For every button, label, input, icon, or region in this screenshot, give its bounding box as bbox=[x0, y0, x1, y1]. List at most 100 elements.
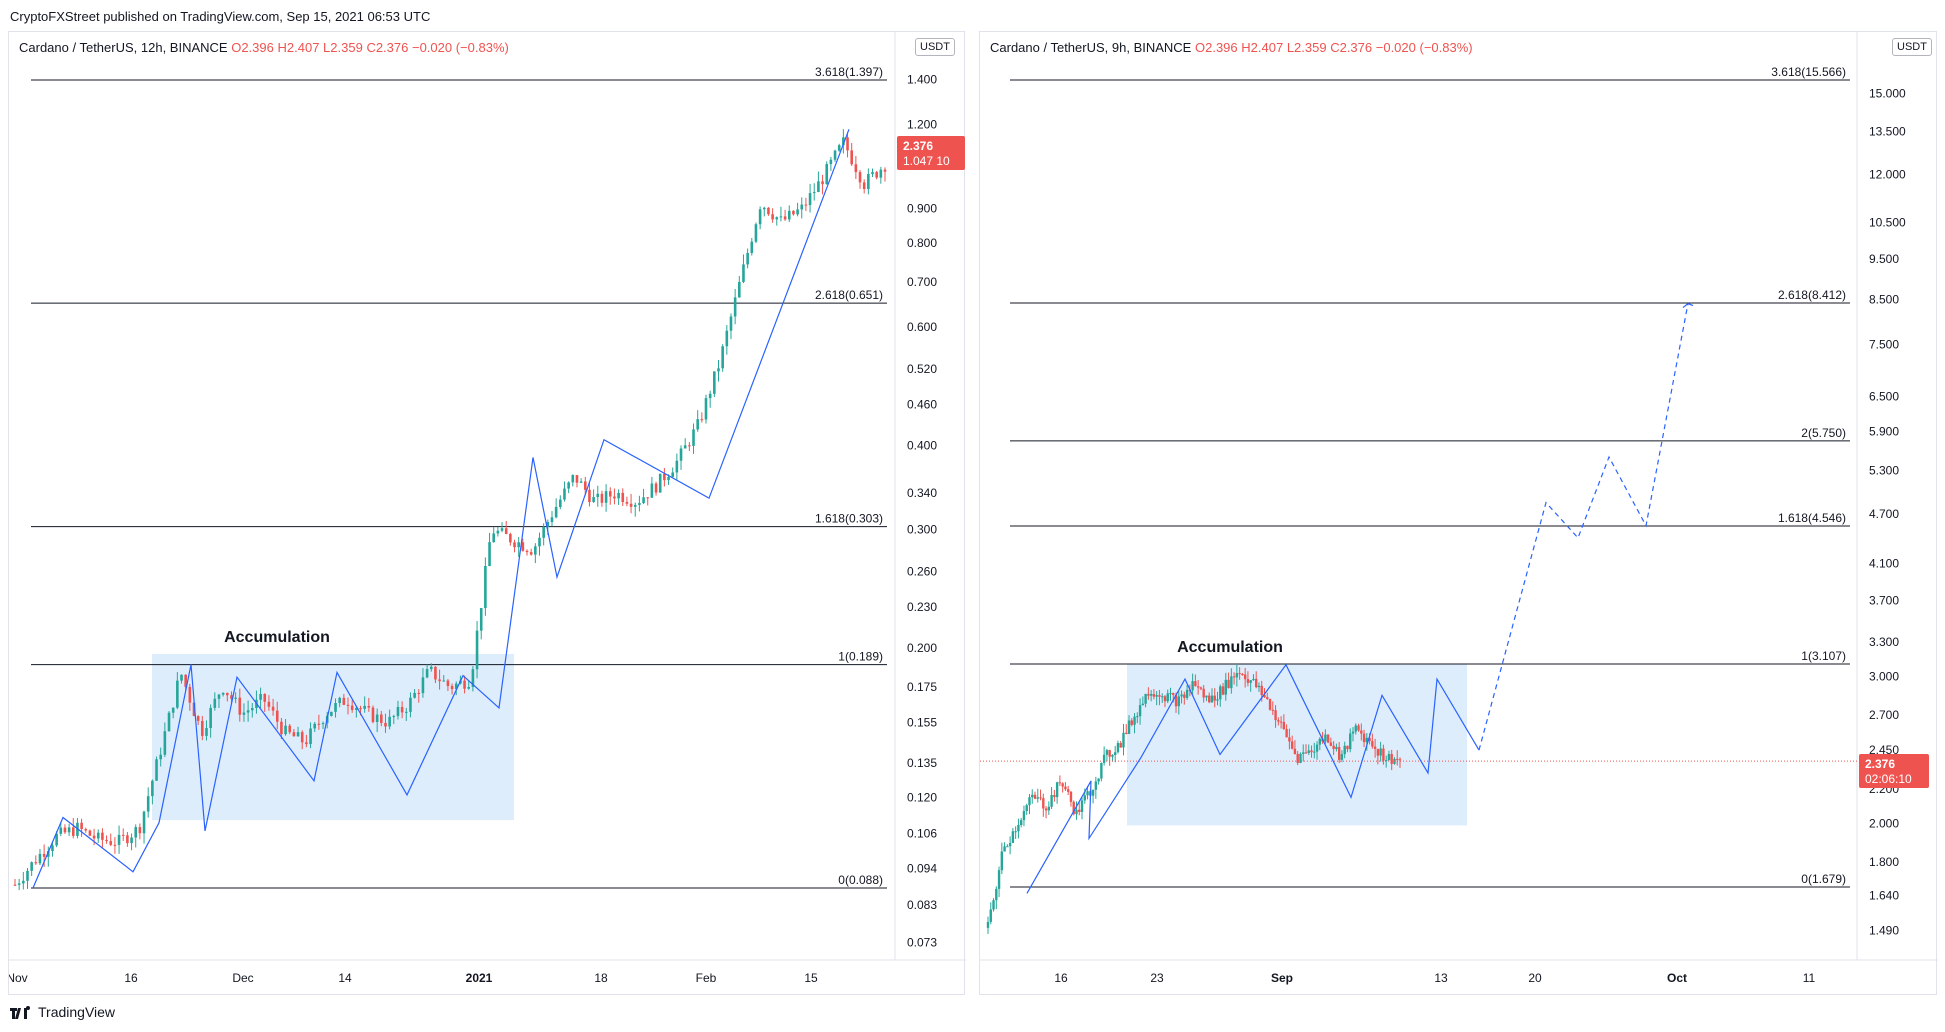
left-candle-body bbox=[758, 209, 762, 225]
left-candle-body bbox=[613, 496, 616, 499]
right-y-tick-label: 6.500 bbox=[1869, 389, 1899, 403]
right-candle-body bbox=[1136, 716, 1139, 718]
right-y-tick-label: 4.100 bbox=[1869, 556, 1899, 570]
right-candle-body bbox=[1055, 782, 1059, 798]
left-y-tick-label: 0.230 bbox=[907, 600, 937, 614]
left-candle-body bbox=[363, 705, 366, 709]
chart-right-9h[interactable]: 15.000 13.500 12.000 10.500 9.500 8.500 7.500 6… bbox=[979, 31, 1938, 996]
right-candle-body bbox=[1307, 750, 1310, 753]
right-candle-body bbox=[1221, 686, 1225, 695]
left-y-tick-label: 0.460 bbox=[907, 398, 937, 412]
left-candle-body bbox=[346, 704, 350, 706]
left-candle-body bbox=[92, 835, 96, 839]
right-candle-body bbox=[1252, 678, 1255, 681]
left-candle-body bbox=[205, 728, 208, 736]
right-candle-body bbox=[1125, 732, 1128, 734]
tradingview-brand[interactable]: TradingView bbox=[10, 1004, 115, 1020]
left-candle-body bbox=[829, 159, 833, 165]
right-y-tick-label: 3.700 bbox=[1869, 594, 1899, 608]
left-x-tick-label: 2021 bbox=[466, 971, 493, 985]
right-candle-body bbox=[1155, 695, 1158, 697]
left-y-tick-label: 0.200 bbox=[907, 641, 937, 655]
right-candle-body bbox=[1196, 686, 1200, 688]
right-candle-body bbox=[1177, 696, 1180, 707]
left-candle-body bbox=[130, 837, 133, 844]
left-candle-body bbox=[59, 827, 63, 834]
left-price-tag bbox=[897, 136, 965, 170]
right-candle-body bbox=[1144, 693, 1147, 704]
left-candle-body bbox=[388, 716, 391, 727]
left-candle-body bbox=[671, 472, 675, 477]
left-candle-body bbox=[625, 501, 629, 504]
right-symbol-label: Cardano / TetherUS, 9h, BINANCE bbox=[990, 40, 1192, 55]
left-candle-body bbox=[280, 721, 283, 735]
left-candle-body bbox=[746, 252, 749, 265]
left-candle-body bbox=[380, 714, 383, 723]
right-low: L2.359 bbox=[1286, 40, 1327, 55]
right-candle-body bbox=[1268, 699, 1272, 710]
left-candle-body bbox=[546, 522, 550, 527]
left-candle-body bbox=[721, 346, 724, 369]
right-candle-body bbox=[1216, 699, 1219, 701]
left-candle-body bbox=[492, 533, 496, 543]
left-change: −0.020 (−0.83%) bbox=[411, 40, 509, 55]
left-candle-body bbox=[196, 716, 200, 721]
chart-right-svg[interactable]: 15.000 13.500 12.000 10.500 9.500 8.500 7.500 6… bbox=[980, 32, 1938, 996]
right-x-tick-label: 23 bbox=[1150, 971, 1164, 985]
left-candle-body bbox=[775, 217, 779, 220]
left-candle-body bbox=[579, 481, 583, 483]
left-candle-body bbox=[521, 542, 525, 551]
right-wave-path bbox=[1026, 663, 1480, 894]
right-currency-button[interactable]: USDT bbox=[1892, 38, 1932, 56]
right-candle-body bbox=[1006, 846, 1009, 848]
right-candle-body bbox=[1387, 754, 1391, 761]
left-low: L2.359 bbox=[323, 40, 363, 55]
right-chart-header: Cardano / TetherUS, 9h, BINANCE O2.396 H… bbox=[990, 40, 1473, 55]
right-candle-body bbox=[1202, 688, 1205, 698]
right-y-tick-label: 7.500 bbox=[1869, 338, 1899, 352]
left-fib-level-label: 3.618(1.397) bbox=[815, 65, 883, 79]
left-candle-body bbox=[704, 398, 708, 420]
left-fib-level-label: 0(0.088) bbox=[838, 873, 883, 887]
left-candle-body bbox=[733, 297, 737, 317]
right-candle-body bbox=[1022, 811, 1026, 821]
left-currency-button[interactable]: USDT bbox=[915, 38, 955, 56]
left-candle-body bbox=[271, 706, 275, 711]
right-candle-body bbox=[1025, 805, 1028, 812]
right-candle-body bbox=[1003, 846, 1006, 852]
left-candle-body bbox=[604, 491, 608, 503]
right-candle-body bbox=[1161, 696, 1164, 698]
right-candle-body bbox=[1091, 789, 1095, 796]
left-candle-body bbox=[850, 150, 853, 165]
right-candle-body bbox=[1285, 729, 1288, 738]
left-candle-body bbox=[296, 732, 300, 737]
left-candle-body bbox=[117, 834, 121, 845]
left-candle-body bbox=[55, 833, 58, 846]
right-x-tick-label: Sep bbox=[1271, 971, 1293, 985]
left-x-tick-label: 16 bbox=[124, 971, 138, 985]
right-y-tick-label: 13.500 bbox=[1869, 125, 1906, 139]
chart-left-12h[interactable]: 1.400 1.200 0.900 0.800 0.700 0.600 0.520 0.460… bbox=[8, 31, 966, 996]
left-candle-body bbox=[246, 710, 250, 713]
right-candle-body bbox=[1271, 709, 1275, 711]
left-candle-body bbox=[17, 883, 21, 885]
right-candle-body bbox=[1274, 710, 1277, 721]
right-price-tag-sub: 02:06:10 bbox=[1865, 772, 1912, 786]
left-candle-body bbox=[713, 371, 716, 394]
right-candle-body bbox=[1185, 689, 1189, 698]
right-candle-body bbox=[1346, 745, 1349, 750]
right-candle-body bbox=[1230, 676, 1233, 689]
chart-left-svg[interactable]: 1.400 1.200 0.900 0.800 0.700 0.600 0.520 0.460… bbox=[9, 32, 966, 996]
right-fib-level-label: 2(5.750) bbox=[1801, 426, 1846, 440]
left-candle-body bbox=[155, 759, 158, 781]
right-candle-body bbox=[1205, 695, 1208, 698]
right-candle-body bbox=[1232, 676, 1236, 678]
right-candle-body bbox=[1371, 741, 1374, 747]
right-candle-body bbox=[1053, 795, 1056, 798]
left-candle-body bbox=[151, 780, 154, 797]
left-candle-body bbox=[688, 445, 691, 447]
left-candle-body bbox=[575, 475, 579, 483]
left-x-tick-label: 14 bbox=[338, 971, 352, 985]
right-candle-body bbox=[1373, 746, 1377, 749]
left-candle-body bbox=[663, 473, 666, 481]
